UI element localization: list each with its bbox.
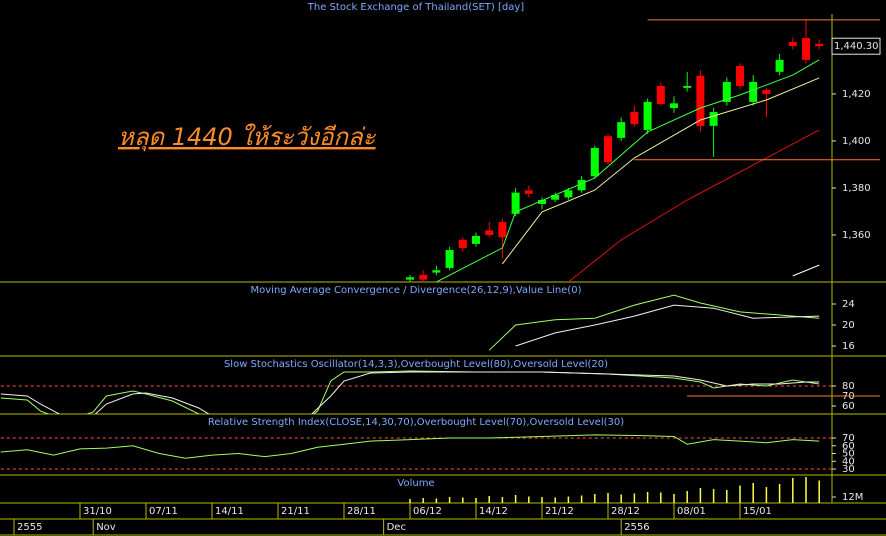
x-tick-label: 28/12 [611, 506, 640, 517]
candle-body [419, 274, 428, 280]
y-tick-label: 1,360 [842, 230, 871, 241]
candle-body [472, 235, 480, 244]
candle-body [458, 239, 467, 248]
x-tick-label: 31/10 [83, 506, 112, 517]
candle-body [524, 190, 533, 194]
y-tick-label: 12M [842, 492, 863, 503]
line [436, 59, 820, 282]
candle-body [406, 277, 414, 280]
candle-body [577, 179, 586, 191]
panel [0, 434, 833, 470]
y-tick-label: 80 [842, 381, 855, 392]
candle-body [445, 250, 454, 268]
panel-title: Relative Strength Index(CLOSE,14,30,70),… [208, 417, 624, 428]
candle-body [432, 270, 441, 273]
y-tick-label: 70 [842, 433, 855, 444]
candle-body [683, 85, 692, 88]
panel-title: Moving Average Convergence / Divergence(… [251, 285, 582, 296]
line [515, 304, 820, 347]
candle-body [643, 101, 652, 130]
candle-body [802, 37, 810, 60]
x-tick-label: 06/12 [413, 506, 442, 517]
line [488, 294, 820, 351]
period-label: Nov [96, 522, 116, 533]
y-tick-label: 60 [842, 441, 855, 452]
candle-body [749, 81, 758, 102]
candle-body [656, 85, 665, 105]
candle-body [617, 122, 626, 138]
y-tick-label: 60 [842, 401, 855, 412]
line [0, 434, 820, 459]
period-label: Dec [387, 522, 406, 533]
y-tick-label: 1,420 [842, 89, 871, 100]
candle-body [485, 230, 494, 235]
y-tick-label: 1,380 [842, 183, 871, 194]
x-tick-label: 28/11 [347, 506, 376, 517]
x-tick-label: 15/01 [743, 506, 772, 517]
panel-title: Slow Stochastics Oscillator(14,3,3),Over… [224, 359, 608, 370]
period-label: 2555 [17, 522, 42, 533]
y-tick-label: 40 [842, 456, 855, 467]
y-tick-label: 24 [842, 299, 855, 310]
x-tick-label: 14/12 [479, 506, 508, 517]
line [0, 370, 820, 414]
chart-title: The Stock Exchange of Thailand(SET) [day… [307, 2, 524, 13]
line [0, 371, 820, 414]
y-tick-label: 1,400 [842, 136, 871, 147]
candle-body [815, 43, 824, 47]
x-tick-label: 21/11 [281, 506, 310, 517]
candle-body [590, 148, 599, 177]
line [502, 77, 820, 265]
candle-body [604, 136, 612, 163]
candle-body [775, 59, 784, 72]
candle-body [511, 192, 520, 214]
candle-body [564, 190, 573, 198]
x-tick-label: 08/01 [677, 506, 706, 517]
candle-body [788, 41, 797, 46]
y-tick-label: 30 [842, 464, 855, 475]
x-tick-label: 14/11 [215, 506, 244, 517]
period-label: 2556 [624, 522, 649, 533]
panel [488, 294, 820, 351]
panel [406, 19, 824, 282]
price-box [831, 37, 881, 55]
candle-body [736, 65, 744, 86]
y-tick-label: 50 [842, 449, 855, 460]
candle-body [709, 112, 718, 126]
price-label: 1,440.30 [834, 41, 879, 52]
panel [0, 370, 833, 414]
line [568, 129, 820, 282]
candle-body [722, 81, 731, 102]
candle-body [762, 89, 771, 94]
x-tick-label: 21/12 [545, 506, 574, 517]
annotation: หลุด 1440 ให้ระวังอีกล่ะ [118, 123, 377, 152]
panel [409, 477, 820, 503]
candle-body [670, 103, 678, 109]
candle-body [630, 112, 639, 125]
candle-body [551, 195, 560, 200]
panel-title: Volume [397, 478, 434, 489]
y-tick-label: 16 [842, 341, 855, 352]
candle-body [498, 222, 507, 238]
line [792, 264, 820, 277]
candle-body [538, 199, 546, 204]
x-tick-label: 07/11 [149, 506, 178, 517]
candle-body [696, 75, 705, 126]
y-tick-label: 20 [842, 320, 855, 331]
